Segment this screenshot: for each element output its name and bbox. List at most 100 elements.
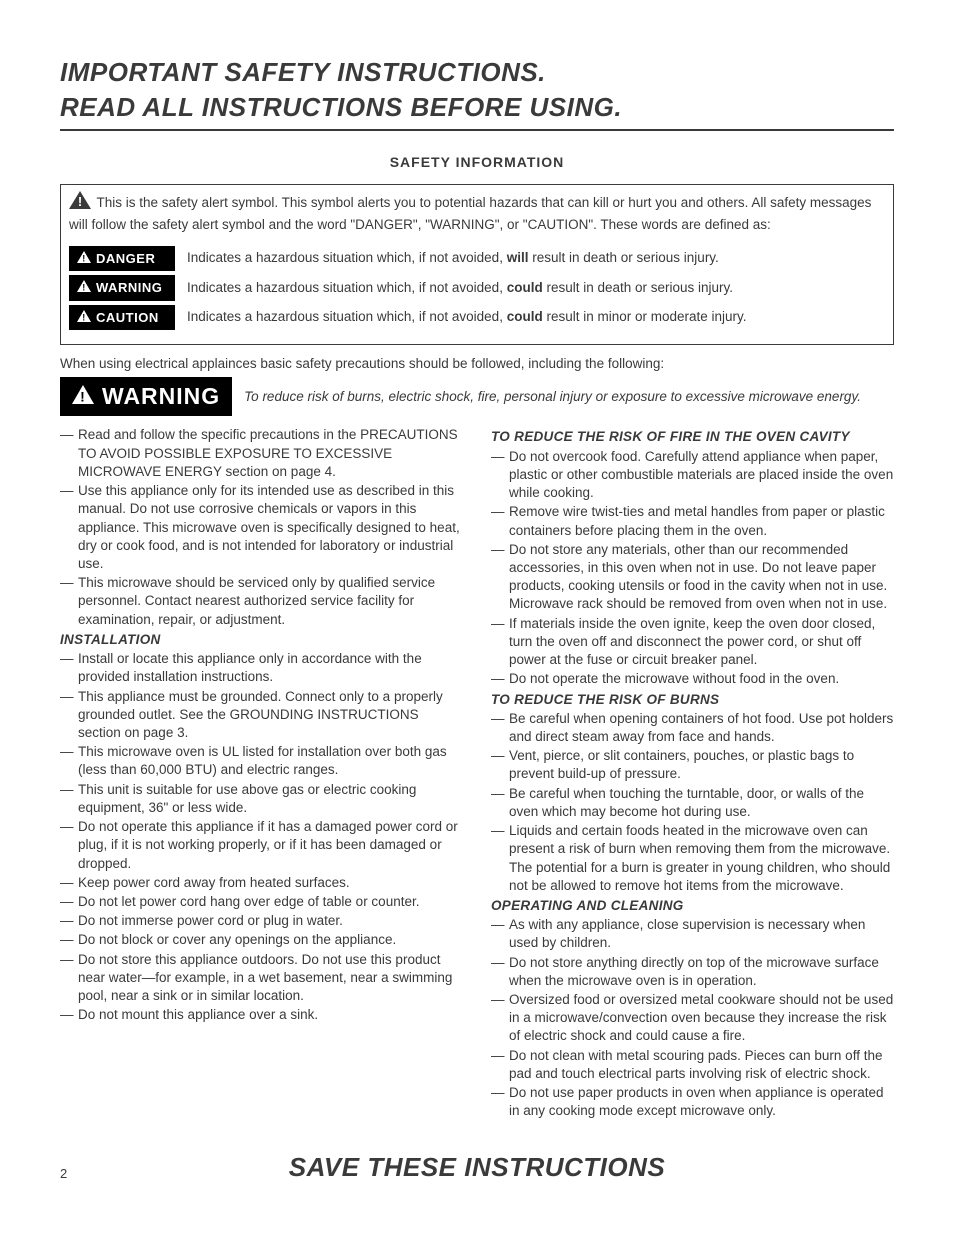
bullet-text: This microwave oven is UL listed for ins… <box>78 743 463 779</box>
instructions-columns: — Read and follow the specific precaution… <box>60 426 894 1121</box>
list-item: —Do not overcook food. Carefully attend … <box>491 448 894 503</box>
title-line-1: IMPORTANT SAFETY INSTRUCTIONS. <box>60 55 894 90</box>
bullet-text: As with any appliance, close supervision… <box>509 916 894 952</box>
section-heading: SAFETY INFORMATION <box>60 153 894 172</box>
warning-definition: Indicates a hazardous situation which, i… <box>187 279 885 297</box>
bullet-dash: — <box>60 1006 78 1024</box>
bullet-text: Oversized food or oversized metal cookwa… <box>509 991 894 1046</box>
bullet-text: Do not store any materials, other than o… <box>509 541 894 614</box>
caution-label-text: CAUTION <box>96 309 159 327</box>
safety-definitions-box: ! This is the safety alert symbol. This … <box>60 184 894 345</box>
bullet-text: Liquids and certain foods heated in the … <box>509 822 894 895</box>
bullet-text: Read and follow the specific precautions… <box>78 426 463 481</box>
page-footer: 2 SAVE THESE INSTRUCTIONS <box>60 1150 894 1185</box>
danger-label: ! DANGER <box>69 246 175 272</box>
bullet-text: Remove wire twist-ties and metal handles… <box>509 503 894 539</box>
bullet-text: This unit is suitable for use above gas … <box>78 781 463 817</box>
list-item: —Do not operate the microwave without fo… <box>491 670 894 688</box>
bullet-text: Be careful when touching the turntable, … <box>509 785 894 821</box>
warning-label-text: WARNING <box>96 279 162 297</box>
list-item: —If materials inside the oven ignite, ke… <box>491 615 894 670</box>
warning-big-label: ! WARNING <box>60 377 232 416</box>
fire-heading: TO REDUCE THE RISK OF FIRE IN THE OVEN C… <box>491 428 894 446</box>
alert-triangle-icon: ! <box>77 250 91 268</box>
def-caution-row: ! CAUTION Indicates a hazardous situatio… <box>69 305 885 331</box>
page-title: IMPORTANT SAFETY INSTRUCTIONS. READ ALL … <box>60 55 894 131</box>
title-line-2: READ ALL INSTRUCTIONS BEFORE USING. <box>60 90 894 125</box>
bullet-dash: — <box>60 818 78 873</box>
alert-triangle-icon: ! <box>77 309 91 327</box>
list-item: —Install or locate this appliance only i… <box>60 650 463 686</box>
bullet-text: Do not let power cord hang over edge of … <box>78 893 463 911</box>
caution-label: ! CAUTION <box>69 305 175 331</box>
svg-text:!: ! <box>82 283 86 293</box>
svg-text:!: ! <box>78 194 82 209</box>
bullet-dash: — <box>491 670 509 688</box>
list-item: —Use this appliance only for its intende… <box>60 482 463 573</box>
burns-heading: TO REDUCE THE RISK OF BURNS <box>491 691 894 709</box>
list-item: —Read and follow the specific precaution… <box>60 426 463 481</box>
alert-triangle-icon: ! <box>72 381 94 412</box>
bullet-dash: — <box>491 747 509 783</box>
caution-definition: Indicates a hazardous situation which, i… <box>187 308 885 326</box>
list-item: —Do not store this appliance outdoors. D… <box>60 951 463 1006</box>
bullet-dash: — <box>491 448 509 503</box>
bullet-text: Do not mount this appliance over a sink. <box>78 1006 463 1024</box>
list-item: —This microwave oven is UL listed for in… <box>60 743 463 779</box>
bullet-dash: — <box>491 916 509 952</box>
list-item: —Do not block or cover any openings on t… <box>60 931 463 949</box>
bullet-dash: — <box>491 541 509 614</box>
bullet-dash: — <box>60 650 78 686</box>
bullet-text: This microwave should be serviced only b… <box>78 574 463 629</box>
svg-text:!: ! <box>82 253 86 263</box>
bullet-text: This appliance must be grounded. Connect… <box>78 688 463 743</box>
bullet-dash: — <box>60 688 78 743</box>
alert-intro: ! This is the safety alert symbol. This … <box>69 191 885 236</box>
list-item: —Do not store any materials, other than … <box>491 541 894 614</box>
bullet-dash: — <box>491 785 509 821</box>
definitions-table: ! DANGER Indicates a hazardous situation… <box>69 246 885 331</box>
left-column: —Read and follow the specific precaution… <box>60 426 463 1121</box>
bullet-text: Do not operate the microwave without foo… <box>509 670 894 688</box>
bullet-dash: — <box>60 893 78 911</box>
list-item: —Remove wire twist-ties and metal handle… <box>491 503 894 539</box>
bullet-dash: — <box>60 951 78 1006</box>
danger-label-text: DANGER <box>96 250 155 268</box>
alert-triangle-icon: ! <box>77 279 91 297</box>
bullet-dash: — <box>491 1047 509 1083</box>
bullet-dash: — <box>60 931 78 949</box>
bullet-dash: — <box>60 574 78 629</box>
list-item: —As with any appliance, close supervisio… <box>491 916 894 952</box>
bullet-dash: — <box>60 874 78 892</box>
bullet-dash: — <box>491 615 509 670</box>
list-item: —This appliance must be grounded. Connec… <box>60 688 463 743</box>
bullet-text: Keep power cord away from heated surface… <box>78 874 463 892</box>
bullet-dash: — <box>491 710 509 746</box>
bullet-text: Do not block or cover any openings on th… <box>78 931 463 949</box>
footer-title: SAVE THESE INSTRUCTIONS <box>60 1150 894 1185</box>
warning-big-text: To reduce risk of burns, electric shock,… <box>244 388 894 406</box>
def-danger-row: ! DANGER Indicates a hazardous situation… <box>69 246 885 272</box>
danger-definition: Indicates a hazardous situation which, i… <box>187 249 885 267</box>
bullet-dash: — <box>491 954 509 990</box>
warning-big-label-text: WARNING <box>102 381 220 412</box>
bullet-dash: — <box>60 743 78 779</box>
list-item: —Do not use paper products in oven when … <box>491 1084 894 1120</box>
list-item: —Do not clean with metal scouring pads. … <box>491 1047 894 1083</box>
opclean-heading: OPERATING AND CLEANING <box>491 897 894 915</box>
alert-triangle-icon: ! <box>69 191 91 215</box>
def-warning-row: ! WARNING Indicates a hazardous situatio… <box>69 275 885 301</box>
bullet-text: Be careful when opening containers of ho… <box>509 710 894 746</box>
bullet-text: Do not use paper products in oven when a… <box>509 1084 894 1120</box>
list-item: —Do not operate this appliance if it has… <box>60 818 463 873</box>
alert-intro-text: This is the safety alert symbol. This sy… <box>69 195 871 232</box>
list-item: —Keep power cord away from heated surfac… <box>60 874 463 892</box>
bullet-text: Do not immerse power cord or plug in wat… <box>78 912 463 930</box>
bullet-text: Do not store anything directly on top of… <box>509 954 894 990</box>
bullet-text: Do not overcook food. Carefully attend a… <box>509 448 894 503</box>
bullet-dash: — <box>60 426 78 481</box>
bullet-dash: — <box>491 822 509 895</box>
list-item: —Vent, pierce, or slit containers, pouch… <box>491 747 894 783</box>
bullet-text: Install or locate this appliance only in… <box>78 650 463 686</box>
bullet-text: If materials inside the oven ignite, kee… <box>509 615 894 670</box>
